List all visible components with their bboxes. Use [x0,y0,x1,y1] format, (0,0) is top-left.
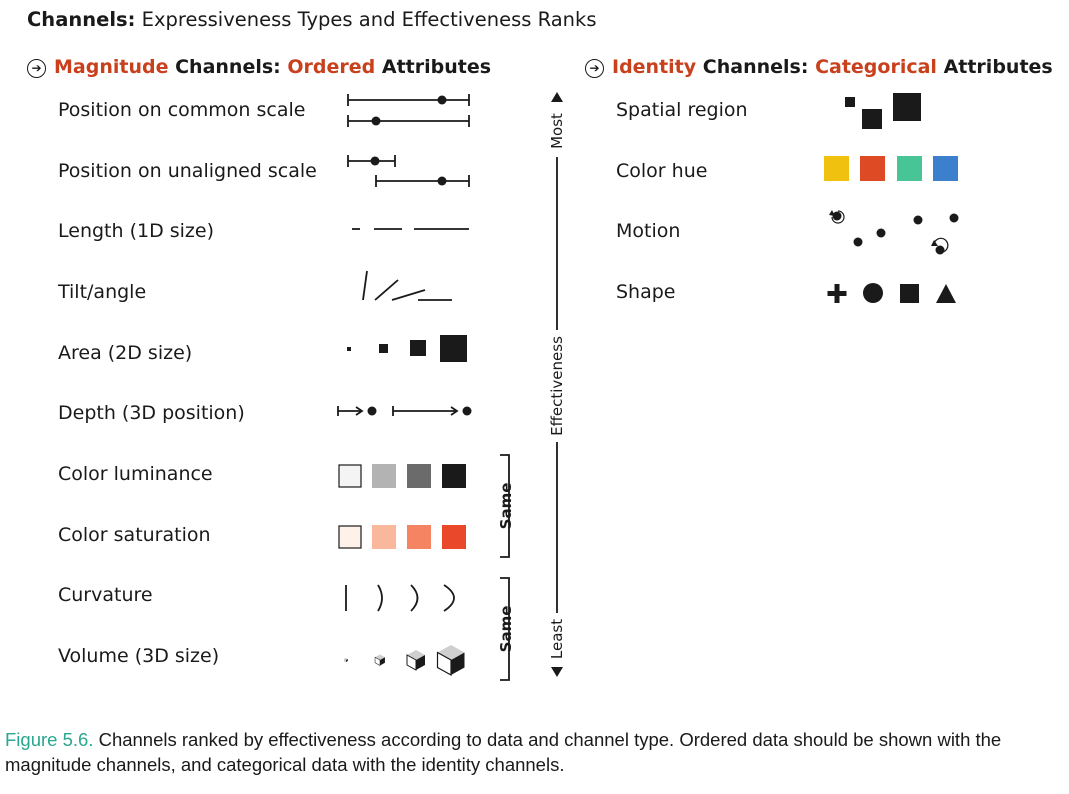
identity-word: Identity [612,56,697,78]
saturation-swatches [338,525,466,549]
saturation-swatch-2 [372,525,396,549]
effectiveness-axis [551,92,563,677]
least-label: Least [548,619,566,659]
magnitude-attributes-word: Attributes [381,56,492,78]
spatial-region-glyph [845,93,921,129]
shape-glyph [827,283,956,303]
luminance-swatch-1 [338,464,362,488]
magnitude-word: Magnitude [54,56,169,78]
most-label: Most [548,113,566,149]
channel-label-color-luminance: Color luminance [58,463,213,485]
triangle-shape-icon [936,284,956,303]
hue-swatches [824,156,958,181]
magnitude-channels-word: Channels: [175,56,281,78]
channels-diagram: Same Same Most Effectiveness Least [337,92,959,681]
same-label-1: Same [497,483,515,530]
identity-channels-word: Channels: [702,56,809,78]
channel-label-position-unaligned: Position on unaligned scale [58,160,317,182]
down-arrow-icon [551,667,563,677]
luminance-swatch-3 [407,464,431,488]
luminance-swatch-2 [372,464,396,488]
saturation-swatch-3 [407,525,431,549]
position-common-glyph [347,94,470,127]
figure-caption-text: Channels ranked by effectiveness accordi… [5,729,1002,775]
identity-attributes-word: Attributes [943,56,1053,78]
hue-swatch-green [897,156,922,181]
channel-label-length: Length (1D size) [58,220,214,242]
figure-caption: Figure 5.6. Channels ranked by effective… [5,728,1060,777]
channel-label-color-hue: Color hue [616,160,708,182]
arrow-circle-icon: ➔ [585,59,604,78]
arrow-circle-icon: ➔ [27,59,46,78]
saturation-swatch-1 [338,525,362,549]
hue-swatch-blue [933,156,958,181]
same-bracket-1 [500,454,510,558]
same-bracket-2 [500,577,510,681]
channel-label-position-common: Position on common scale [58,99,306,121]
square-shape-icon [900,284,919,303]
page-title: Channels: Expressiveness Types and Effec… [27,8,596,31]
channel-label-tilt: Tilt/angle [58,281,147,303]
channel-label-depth: Depth (3D position) [58,402,245,424]
saturation-swatch-4 [442,525,466,549]
luminance-swatch-4 [442,464,466,488]
categorical-word: Categorical [815,56,937,78]
motion-glyph [829,210,959,255]
channel-label-volume: Volume (3D size) [58,645,220,667]
title-rest: Expressiveness Types and Effectiveness R… [141,8,597,31]
depth-glyph [337,406,472,416]
identity-header: ➔ Identity Channels: Categorical Attribut… [585,56,1053,78]
hue-swatch-red [860,156,885,181]
luminance-swatches [338,464,466,488]
area-glyph [347,335,467,362]
curvature-glyph [345,584,455,612]
channel-label-area: Area (2D size) [58,342,193,364]
magnitude-header: ➔ Magnitude Channels: Ordered Attributes [27,56,491,78]
title-bold: Channels: [27,8,136,31]
figure-label: Figure 5.6. [5,729,94,750]
channel-label-spatial-region: Spatial region [616,99,748,121]
circle-shape-icon [863,283,883,303]
ordered-word: Ordered [287,56,376,78]
hue-swatch-yellow [824,156,849,181]
channel-label-color-saturation: Color saturation [58,524,211,546]
channel-label-curvature: Curvature [58,584,153,606]
position-unaligned-glyph [347,155,470,187]
channel-label-motion: Motion [616,220,681,242]
same-label-2: Same [497,606,515,653]
effectiveness-label: Effectiveness [548,336,566,436]
tilt-glyph [362,270,452,301]
up-arrow-icon [551,92,563,102]
volume-glyph [344,645,465,677]
channel-label-shape: Shape [616,281,676,303]
